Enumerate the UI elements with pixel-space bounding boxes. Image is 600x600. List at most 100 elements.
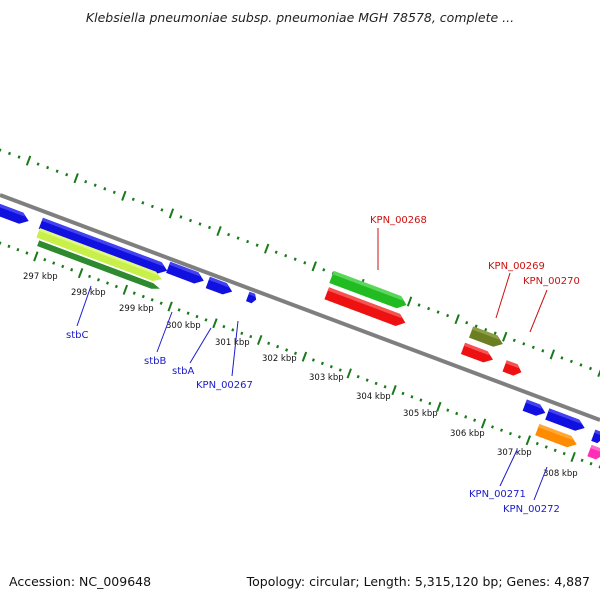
gene-labels: stbC stbB stbA KPN_00267 KPN_00268 KPN_0…	[66, 215, 580, 515]
gene-label-KPN_00268[interactable]: KPN_00268	[370, 215, 427, 226]
genome-backbone	[0, 193, 600, 422]
outer-ring-major-tick	[502, 331, 508, 342]
outer-ring-minor-tick	[65, 173, 69, 177]
inner-ring-minor-tick	[517, 435, 521, 439]
outer-ring-minor-tick	[579, 363, 583, 367]
inner-ring-minor-tick	[446, 408, 450, 412]
outer-ring-minor-tick	[236, 236, 240, 240]
gene-arrow-KPN_00271[interactable]	[545, 408, 585, 431]
kbp-label-297: 297 kbp	[23, 272, 58, 282]
outer-ring-minor-tick	[93, 183, 97, 187]
inner-ring-minor-tick	[580, 458, 584, 462]
outer-ring-minor-tick	[160, 208, 164, 212]
inner-ring-minor-tick	[204, 318, 208, 322]
outer-ring-major-tick	[168, 208, 175, 219]
gene-arrow-KPN_00268-green-shine	[332, 270, 403, 301]
leader-stbB	[156, 311, 173, 353]
inner-ring-minor-tick	[311, 358, 315, 362]
gene-label-stbB[interactable]: stbB	[144, 356, 166, 367]
gene-arrow-stb-darkgreen[interactable]	[37, 240, 160, 289]
inner-ring-minor-tick	[473, 418, 477, 422]
gene-arrow-KPN_00271-body[interactable]	[545, 408, 585, 431]
inner-ring-minor-tick	[490, 425, 495, 429]
outer-ring-minor-tick	[198, 222, 202, 226]
outer-ring-minor-tick	[36, 162, 40, 166]
inner-ring-minor-tick	[25, 251, 29, 255]
outer-ring-minor-tick	[46, 165, 50, 170]
inner-ring-minor-tick	[43, 258, 47, 262]
genome-summary-text: Topology: circular; Length: 5,315,120 bp…	[246, 574, 590, 589]
outer-ring-major-tick	[73, 173, 79, 184]
outer-ring-minor-tick	[427, 306, 431, 311]
inner-ring-minor-tick	[276, 344, 280, 349]
gene-arrow-KPN_00267[interactable]	[246, 291, 257, 304]
inner-ring-minor-tick	[401, 391, 405, 396]
outer-ring-minor-tick	[322, 268, 326, 272]
gene-arrow-KPN_00268[interactable]	[324, 287, 406, 326]
leader-KPN_00269	[495, 272, 511, 319]
gene-label-KPN_00267[interactable]: KPN_00267	[196, 380, 253, 391]
gene-arrow-KPN_00270[interactable]	[502, 360, 522, 376]
accession-text: Accession: NC_009648	[9, 574, 151, 589]
inner-tick-ring	[0, 241, 600, 469]
gene-arrow-KPN_00270-shine	[505, 360, 519, 369]
gene-label-KPN_00270[interactable]: KPN_00270	[523, 276, 580, 287]
inner-ring-minor-tick	[383, 385, 387, 389]
outer-ring-minor-tick	[131, 197, 135, 201]
gene-label-KPN_00269[interactable]: KPN_00269	[488, 261, 545, 272]
gene-arrow-KPN_00272-shine	[538, 424, 574, 441]
gene-label-stbA[interactable]: stbA	[172, 366, 194, 377]
gene-arrow-KPN_00269-olive[interactable]	[469, 326, 503, 347]
outer-ring-major-tick	[549, 349, 556, 360]
inner-ring-minor-tick	[553, 448, 557, 452]
outer-ring-major-tick	[311, 261, 317, 272]
gene-arrow-KPN_00268-green[interactable]	[329, 270, 407, 309]
inner-ring-minor-tick	[96, 278, 101, 282]
gene-arrow-forward-edge[interactable]	[591, 429, 600, 444]
label-leaders	[76, 228, 548, 501]
gene-arrow-KPN_00271-shine	[548, 408, 582, 424]
gene-arrow-forward-1[interactable]	[0, 201, 29, 224]
gene-label-KPN_00271[interactable]: KPN_00271	[469, 489, 526, 500]
gene-arrow-stbA[interactable]	[205, 276, 233, 295]
outer-ring-minor-tick	[84, 180, 88, 184]
inner-ring-major-tick	[346, 368, 352, 379]
gene-arrow-stb-yellow[interactable]	[36, 228, 162, 281]
kbp-label-307: 307 kbp	[497, 448, 532, 458]
outer-ring-minor-tick	[150, 204, 154, 209]
gene-arrow-forward-a-shine	[525, 399, 542, 409]
inner-ring-minor-tick	[177, 308, 181, 312]
inner-ring-minor-tick	[356, 375, 360, 379]
gene-label-stbC[interactable]: stbC	[66, 330, 88, 341]
inner-ring-minor-tick	[249, 334, 253, 339]
gene-arrow-stb-darkgreen-body[interactable]	[37, 240, 160, 289]
outer-ring-minor-tick	[522, 342, 526, 346]
inner-ring-minor-tick	[105, 281, 110, 285]
outer-ring-minor-tick	[484, 328, 488, 332]
gene-label-KPN_00272[interactable]: KPN_00272	[503, 504, 560, 515]
gene-arrow-KPN_00268-body[interactable]	[324, 287, 406, 326]
gene-arrow-forward-a[interactable]	[522, 399, 546, 416]
inner-ring-minor-tick	[365, 378, 369, 382]
gene-arrow-KPN_00268-green-body[interactable]	[329, 270, 407, 309]
inner-ring-minor-tick	[374, 381, 378, 386]
gene-arrow-pink-edge[interactable]	[587, 444, 600, 460]
inner-ring-major-tick	[167, 301, 173, 312]
gene-arrow-stbC[interactable]	[38, 217, 168, 274]
outer-ring-minor-tick	[17, 155, 21, 159]
kbp-label-308: 308 kbp	[543, 469, 578, 479]
inner-ring-minor-tick	[329, 365, 333, 369]
inner-ring-minor-tick	[70, 268, 74, 272]
inner-ring-minor-tick	[88, 274, 92, 279]
inner-ring-major-tick	[391, 385, 397, 396]
gene-arrow-stb-yellow-shine	[39, 228, 159, 276]
gene-arrow-KPN_00269[interactable]	[460, 342, 493, 363]
outer-ring-minor-tick	[227, 232, 231, 237]
gene-arrow-KPN_00272[interactable]	[535, 424, 577, 448]
outer-ring-minor-tick	[141, 201, 145, 205]
inner-ring-major-tick	[33, 251, 39, 262]
gene-arrow-stbB[interactable]	[166, 261, 204, 284]
inner-ring-major-tick	[436, 401, 442, 412]
outer-ring-major-tick	[406, 296, 413, 307]
